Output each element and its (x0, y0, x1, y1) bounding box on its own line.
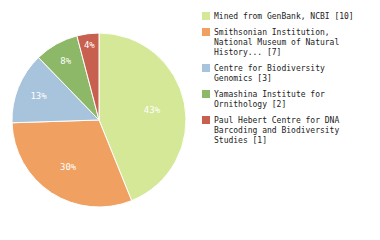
pie-slice (77, 33, 99, 120)
legend-label-line: Paul Hebert Centre for DNA (214, 116, 339, 125)
data-label: 13% (30, 91, 47, 101)
legend-swatch (202, 116, 210, 124)
legend-label-line: Centre for Biodiversity (214, 64, 325, 73)
slices (12, 33, 186, 207)
legend-label-line: Barcoding and Biodiversity (214, 126, 339, 135)
data-label: 8% (60, 56, 71, 66)
legend-label: Mined from GenBank, NCBI [10] (214, 12, 354, 21)
data-labels: 43% 30% 13% 8% 4% (30, 40, 160, 172)
legend-label: Smithsonian Institution,National Museum … (214, 28, 339, 57)
legend-swatch (202, 28, 210, 36)
data-label: 30% (60, 162, 77, 172)
legend-label-line: National Museum of Natural (214, 38, 339, 47)
legend-swatch (202, 90, 210, 98)
data-label: 43% (144, 105, 161, 115)
legend-swatch (202, 64, 210, 72)
legend-label-line: Smithsonian Institution, (214, 28, 330, 37)
legend-label-line: Mined from GenBank, NCBI [10] (214, 12, 354, 21)
legend-label-line: Studies [1] (214, 136, 267, 145)
background (0, 0, 380, 240)
legend-label-line: Genomics [3] (214, 74, 272, 83)
data-label: 4% (84, 40, 95, 50)
legend-label-line: Yamashina Institute for (214, 90, 325, 99)
legend-label: Yamashina Institute forOrnithology [2] (214, 90, 325, 109)
legend-swatch (202, 12, 210, 20)
pie-slice (12, 120, 132, 207)
legend-label: Paul Hebert Centre for DNABarcoding and … (214, 116, 339, 145)
chart: 43% 30% 13% 8% 4% Mined from GenBank, NCBI [1… (0, 0, 380, 240)
legend-label-line: Ornithology [2] (214, 100, 286, 109)
legend-label: Centre for BiodiversityGenomics [3] (214, 64, 325, 83)
legend-label-line: History... [7] (214, 48, 281, 57)
legend: Mined from GenBank, NCBI [10] Smithsonian… (202, 12, 354, 145)
